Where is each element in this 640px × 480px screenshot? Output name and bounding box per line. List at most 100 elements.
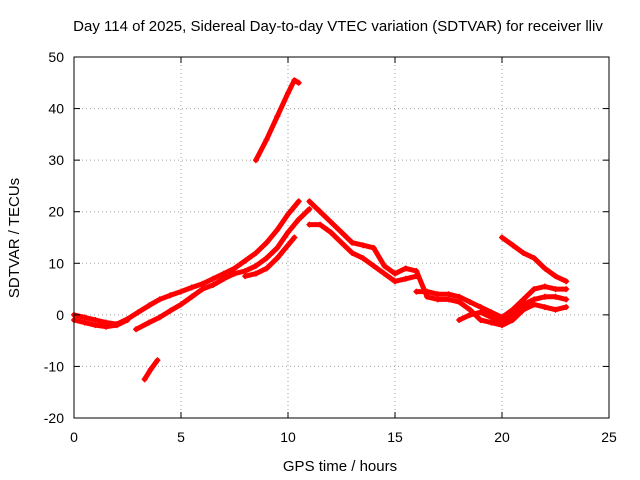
data-point <box>552 286 559 293</box>
data-point <box>263 136 270 143</box>
data-point <box>456 293 463 300</box>
data-point <box>92 317 99 324</box>
data-point <box>381 262 388 269</box>
data-point <box>154 357 161 364</box>
data-point <box>92 322 99 329</box>
data-point <box>424 293 431 300</box>
data-point <box>413 268 420 275</box>
data-point <box>285 229 291 236</box>
series-trace <box>306 198 569 328</box>
data-point <box>359 242 366 249</box>
data-point <box>274 255 281 262</box>
x-tick-label: 25 <box>601 429 617 445</box>
data-point <box>274 226 281 233</box>
y-tick-label: 40 <box>48 101 64 117</box>
data-point <box>424 288 431 295</box>
data-point <box>413 288 420 295</box>
data-point <box>563 304 570 311</box>
data-point <box>541 304 548 311</box>
data-point <box>499 234 505 241</box>
data-point <box>295 216 302 223</box>
data-point <box>520 301 527 308</box>
data-point <box>199 286 206 293</box>
data-point <box>563 278 570 285</box>
data-point <box>210 275 217 282</box>
data-point <box>381 270 388 277</box>
x-tick-label: 5 <box>177 429 185 445</box>
data-point <box>552 293 559 300</box>
data-point <box>252 157 259 164</box>
data-point <box>156 314 163 321</box>
data-point <box>563 296 570 303</box>
data-point <box>359 255 366 262</box>
data-point <box>220 270 227 277</box>
data-point <box>231 270 238 277</box>
data-point <box>81 319 88 326</box>
data-point <box>317 208 324 215</box>
data-point <box>263 239 270 246</box>
series-track-01 <box>71 198 302 328</box>
data-point <box>274 244 281 251</box>
data-point <box>370 244 377 251</box>
series-track-05 <box>141 357 161 383</box>
data-point <box>81 314 88 321</box>
series-trace <box>133 206 312 332</box>
data-point <box>552 306 559 313</box>
data-point <box>242 273 249 280</box>
y-axis-label: SDTVAR / TECUs <box>6 178 23 298</box>
data-point <box>188 284 195 291</box>
series-track-04 <box>242 234 298 280</box>
data-point <box>141 376 148 383</box>
y-tick-label: 30 <box>48 152 64 168</box>
y-tick-label: 20 <box>48 204 64 220</box>
data-point <box>306 198 313 205</box>
data-point <box>563 286 570 293</box>
data-point <box>338 229 345 236</box>
data-point <box>466 298 473 305</box>
data-point <box>252 270 259 277</box>
data-point <box>167 307 174 314</box>
data-point <box>434 291 441 298</box>
data-point <box>295 79 302 86</box>
x-axis-label: GPS time / hours <box>283 458 397 475</box>
data-point <box>135 309 142 316</box>
data-point <box>531 286 538 293</box>
data-point <box>167 292 174 299</box>
x-tick-label: 15 <box>387 429 403 445</box>
series-trace <box>253 77 302 163</box>
data-point <box>220 275 227 282</box>
series-track-07 <box>306 198 570 329</box>
data-point <box>541 265 548 272</box>
data-point <box>263 265 270 272</box>
data-point <box>285 211 291 218</box>
data-point <box>231 265 238 272</box>
series-track-10 <box>456 293 570 326</box>
data-point <box>402 265 409 272</box>
data-point <box>178 301 184 308</box>
data-point <box>541 283 548 290</box>
data-point <box>306 221 313 228</box>
plot-frame <box>73 56 610 419</box>
x-tick-label: 0 <box>70 429 78 445</box>
data-point <box>252 262 259 269</box>
data-points <box>71 77 570 383</box>
data-point <box>520 296 527 303</box>
data-point <box>531 255 538 262</box>
data-point <box>509 317 516 324</box>
data-point <box>156 296 163 303</box>
data-point <box>392 270 398 277</box>
data-point <box>178 288 184 295</box>
chart-title: Day 114 of 2025, Sidereal Day-to-day VTE… <box>73 18 603 35</box>
y-tick-label: -10 <box>44 358 64 374</box>
series-track-09 <box>413 283 570 321</box>
data-point <box>434 296 441 303</box>
data-point <box>306 206 313 213</box>
data-point <box>124 317 131 324</box>
data-point <box>445 291 452 298</box>
y-tick-label: -20 <box>44 410 64 426</box>
data-point <box>456 317 463 324</box>
data-point <box>263 255 270 262</box>
data-point <box>552 273 559 280</box>
data-point <box>499 314 505 321</box>
